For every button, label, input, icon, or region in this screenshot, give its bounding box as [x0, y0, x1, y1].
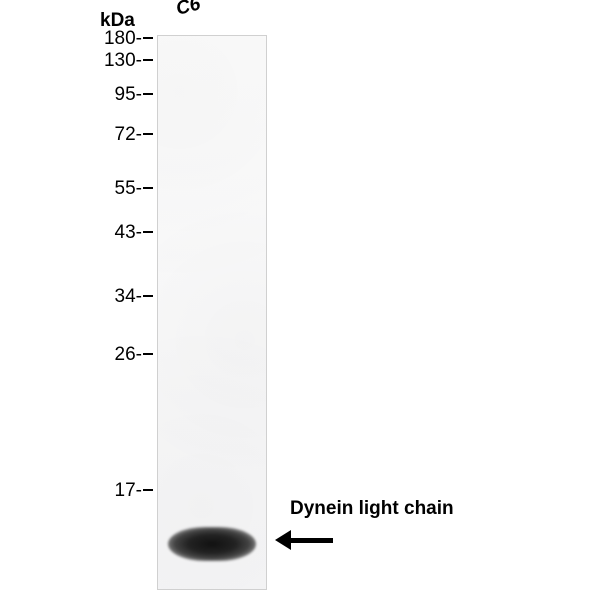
mw-label: 26- — [115, 344, 142, 366]
mw-tick — [143, 187, 153, 189]
mw-tick — [143, 133, 153, 135]
lane-strip — [157, 35, 267, 590]
mw-tick — [143, 59, 153, 61]
mw-tick — [143, 93, 153, 95]
lane-noise — [158, 36, 266, 589]
mw-tick — [143, 489, 153, 491]
mw-label: 72- — [115, 124, 142, 146]
mw-label: 130- — [104, 50, 142, 72]
band-arrow — [275, 530, 333, 550]
blot-canvas: kDa C6 Dynein light chain 180-130-95-72-… — [0, 0, 600, 600]
arrow-shaft — [291, 538, 333, 543]
mw-tick — [143, 295, 153, 297]
mw-tick — [143, 353, 153, 355]
mw-label: 43- — [115, 222, 142, 244]
mw-label: 95- — [115, 84, 142, 106]
lane-label: C6 — [157, 0, 221, 25]
mw-tick — [143, 37, 153, 39]
mw-label: 34- — [115, 286, 142, 308]
band — [168, 527, 256, 561]
arrow-head-icon — [275, 530, 291, 550]
mw-label: 180- — [104, 28, 142, 50]
mw-label: 55- — [115, 178, 142, 200]
mw-tick — [143, 231, 153, 233]
protein-label: Dynein light chain — [290, 498, 454, 520]
mw-label: 17- — [115, 480, 142, 502]
